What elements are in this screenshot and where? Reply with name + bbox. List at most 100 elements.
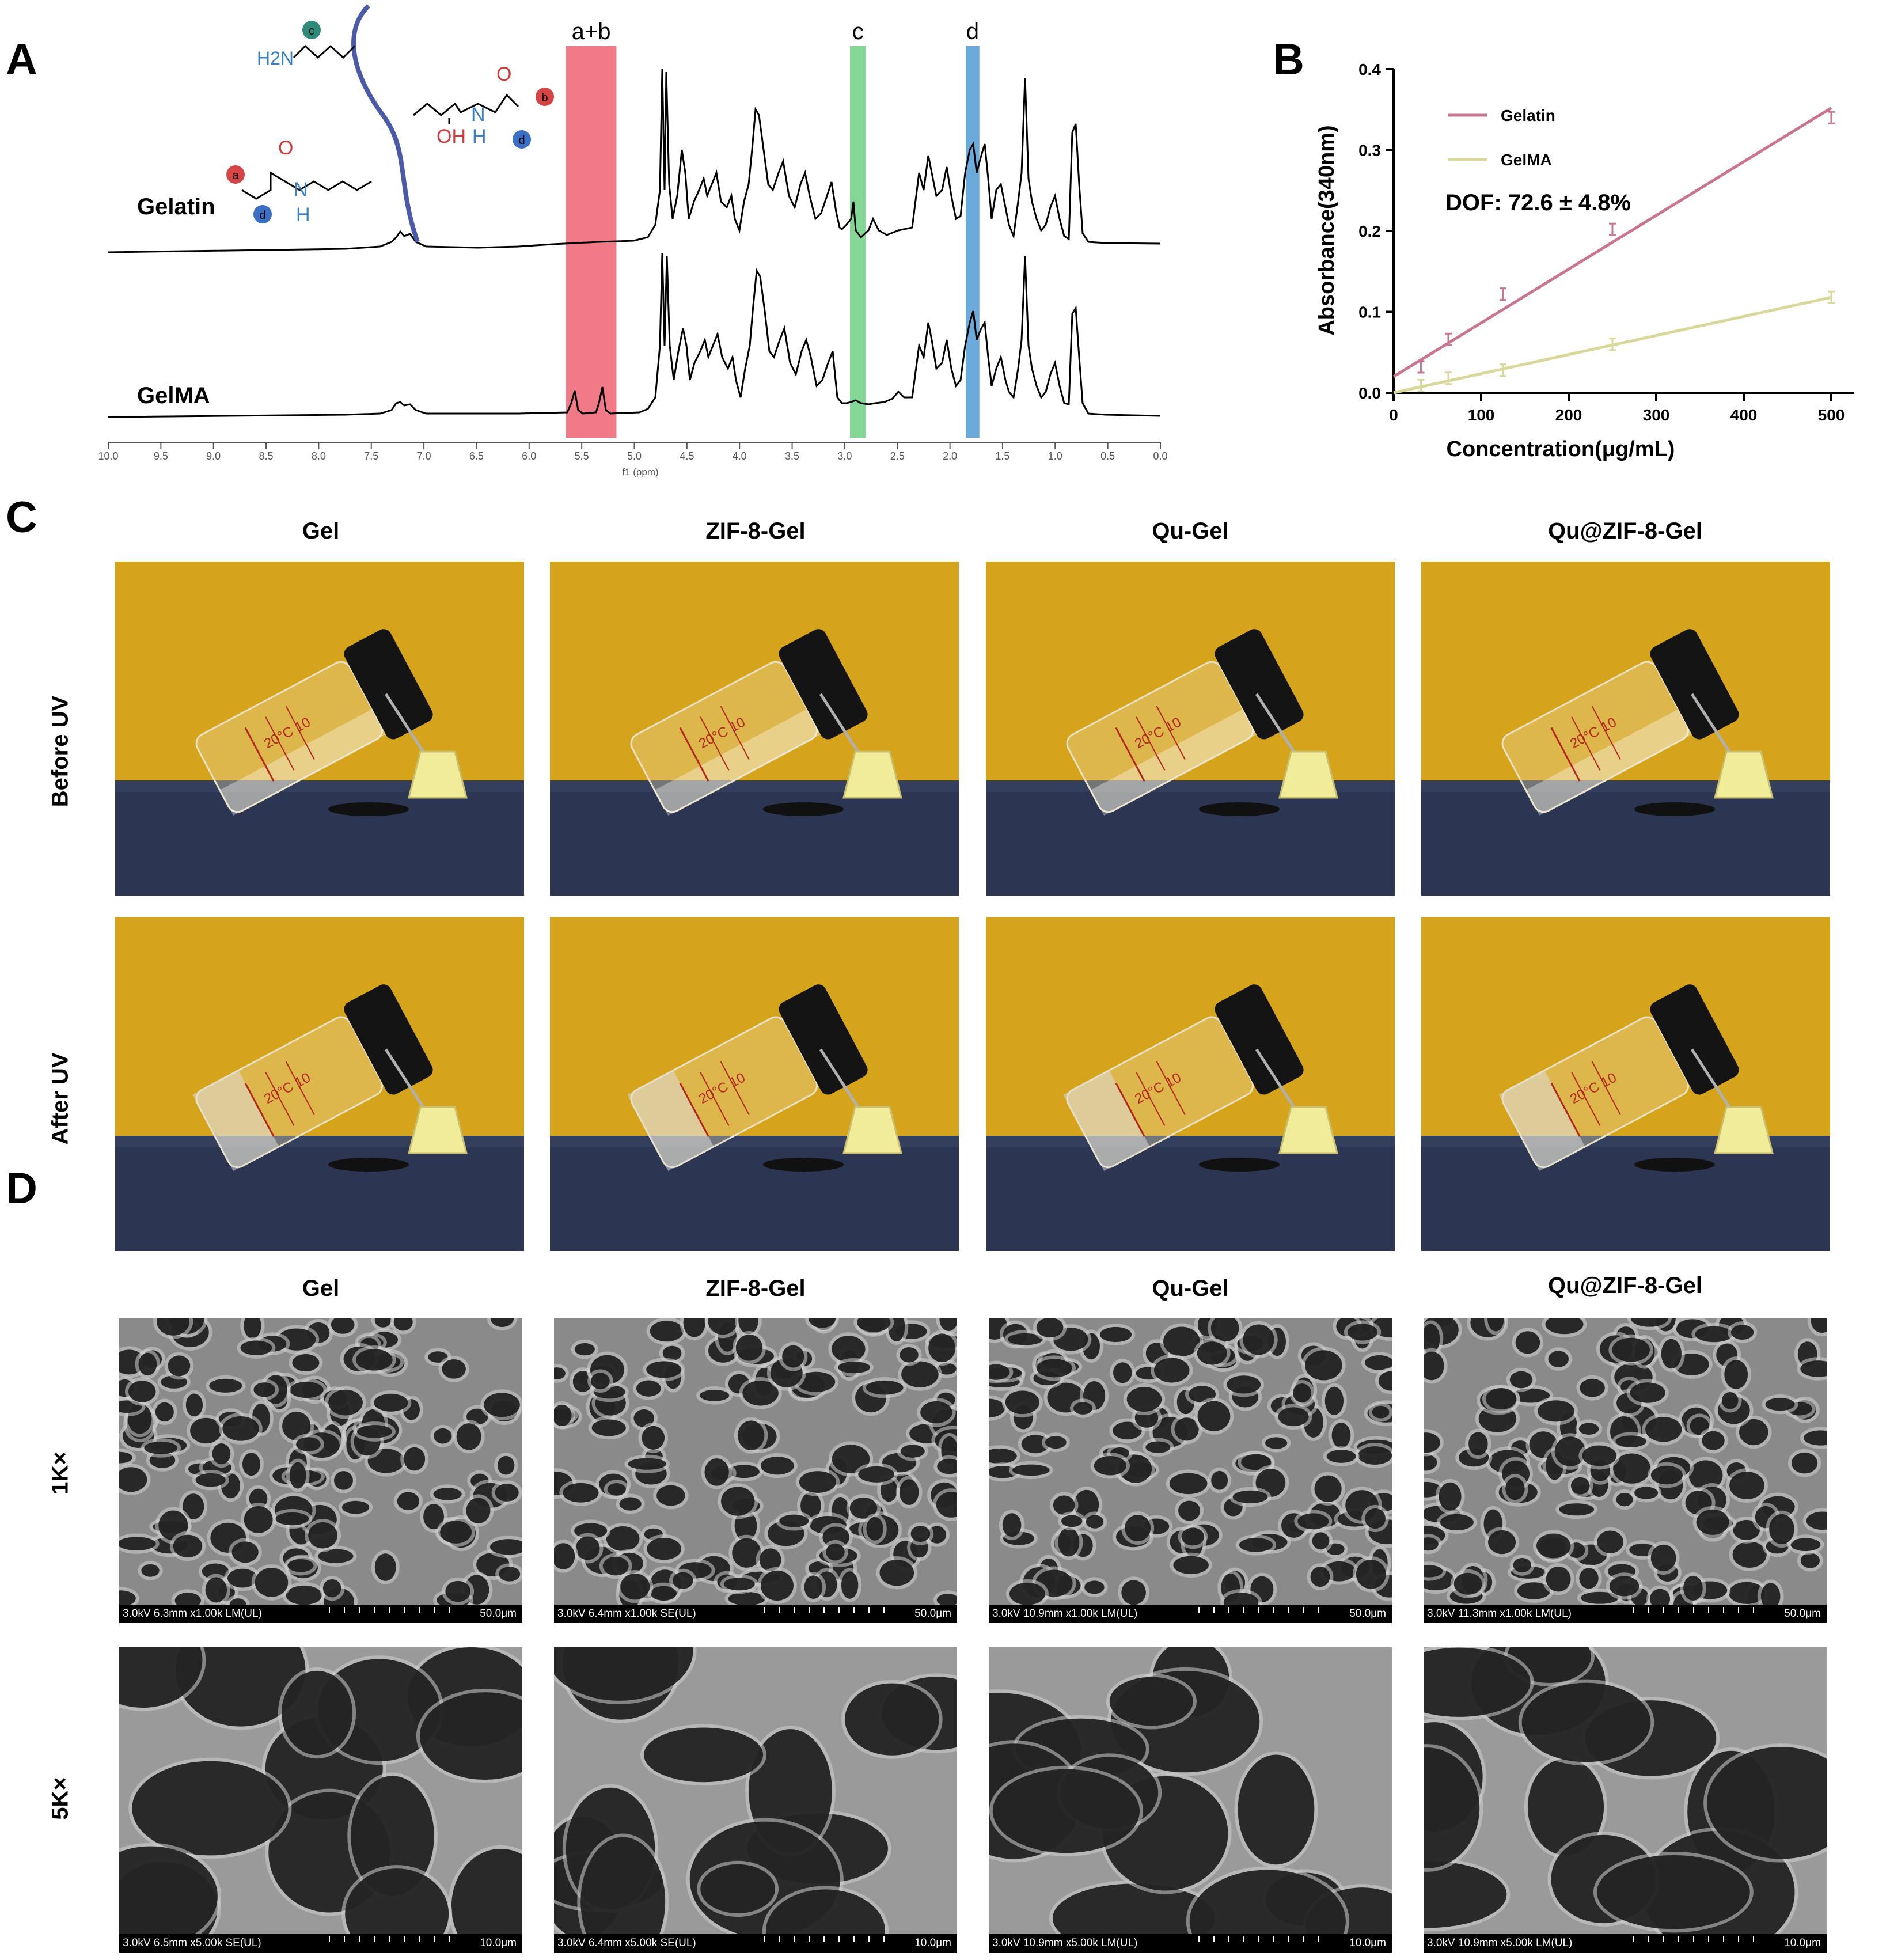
- sem-5k-image-0: 3.0kV 6.5mm x5.00k SE(UL) 10.0μm: [119, 1647, 522, 1953]
- sem-scale-label: 50.0μm: [480, 1608, 517, 1620]
- fit-line-0: [1392, 107, 1832, 378]
- before-uv-photo-0: 20°C 10: [115, 562, 524, 896]
- sem-settings-text: 3.0kV 10.9mm x5.00k LM(UL): [992, 1937, 1138, 1949]
- proton-b-label: b: [541, 92, 548, 104]
- dof-chart: 0.0 0.1 0.2 0.3 0.4 0 100 200 300 400 500 Gelatin …: [1315, 60, 1854, 461]
- data-point-0-0: [1417, 360, 1425, 374]
- proton-a-marker: [226, 165, 245, 184]
- dof-x-axis-label: Concentration(μg/mL): [1447, 437, 1675, 461]
- proton-d-label-left: d: [259, 209, 265, 222]
- c-col-title-qu-gel: Qu-Gel: [1152, 518, 1229, 544]
- sem-scale-ticks: [1198, 1936, 1329, 1942]
- sem-settings-text: 3.0kV 6.3mm x1.00k LM(UL): [123, 1608, 262, 1620]
- d-col-title-qu-gel: Qu-Gel: [1152, 1276, 1229, 1301]
- proton-c-marker: [302, 21, 321, 39]
- nmr-x-ticks: 10.0 9.5 9.0 8.5 8.0 7.5 7.0 6.5 6.0 5.5 5.0 4.5 4.0…: [98, 442, 1168, 462]
- proton-a-label: a: [232, 169, 239, 182]
- c-col-title-zif8-gel: ZIF-8-Gel: [705, 518, 806, 544]
- data-point-1-4: [1828, 290, 1835, 304]
- sem-1k-image-1: 3.0kV 6.4mm x1.00k SE(UL) 50.0μm: [554, 1318, 957, 1623]
- svg-text:O: O: [496, 63, 511, 85]
- nmr-band-1: [850, 46, 866, 438]
- data-point-0-1: [1445, 332, 1452, 346]
- nmr-x-tick-label: 7.5: [364, 450, 378, 462]
- nmr-x-tick-label: 3.0: [837, 450, 852, 462]
- sem-info-bar: 3.0kV 6.4mm x1.00k SE(UL) 50.0μm: [554, 1605, 957, 1623]
- dof-chart-legend: Gelatin GelMA: [1448, 107, 1555, 169]
- legend-label-gelatin: Gelatin: [1501, 107, 1555, 124]
- sem-scale-label: 50.0μm: [1349, 1608, 1386, 1620]
- nmr-x-tick-label: 0.5: [1100, 450, 1115, 462]
- nmr-x-tick-label: 8.5: [259, 450, 274, 462]
- d-row-label-5k: 5K×: [47, 1777, 73, 1820]
- nmr-x-tick-label: 6.0: [522, 450, 536, 462]
- sem-settings-text: 3.0kV 11.3mm x1.00k LM(UL): [1427, 1608, 1572, 1620]
- after-uv-photo-1: 20°C 10: [550, 917, 959, 1251]
- amide-h-right: H: [472, 126, 487, 147]
- sem-scale-label: 10.0μm: [1349, 1937, 1386, 1949]
- nmr-x-tick-label: 5.0: [627, 450, 642, 462]
- nmr-x-tick-label: 6.5: [469, 450, 484, 462]
- sem-settings-text: 3.0kV 10.9mm x5.00k LM(UL): [1427, 1937, 1573, 1949]
- dof-chart-points: [1417, 111, 1835, 392]
- nmr-band-labels: a+b c d: [572, 19, 979, 44]
- sem-info-bar: 3.0kV 10.9mm x5.00k LM(UL) 10.0μm: [1424, 1934, 1827, 1953]
- before-uv-photo-2: 20°C 10: [986, 562, 1395, 896]
- sem-settings-text: 3.0kV 6.4mm x1.00k SE(UL): [557, 1608, 696, 1620]
- proton-b-marker: [536, 88, 554, 106]
- sem-settings-text: 3.0kV 6.4mm x5.00k SE(UL): [557, 1937, 696, 1949]
- c-row-label-after-uv: After UV: [47, 1052, 73, 1145]
- data-point-0-4: [1828, 111, 1835, 124]
- nmr-x-tick-label: 10.0: [98, 450, 118, 462]
- sem-info-bar: 3.0kV 6.3mm x1.00k LM(UL) 50.0μm: [119, 1605, 522, 1623]
- dof-chart-axes: 0.0 0.1 0.2 0.3 0.4 0 100 200 300 400 500: [1358, 60, 1854, 424]
- data-point-0-2: [1500, 287, 1506, 301]
- nmr-x-tick-label: 1.0: [1048, 450, 1062, 462]
- d-col-title-qu-zif8-gel: Qu@ZIF-8-Gel: [1548, 1273, 1702, 1298]
- gelma-spectrum-line: [108, 253, 1161, 418]
- sem-scale-label: 10.0μm: [914, 1937, 951, 1949]
- dof-y-tick-label: 0.0: [1358, 384, 1381, 402]
- nmr-x-tick-label: 2.5: [890, 450, 905, 462]
- sem-1k-image-0: 3.0kV 6.3mm x1.00k LM(UL) 50.0μm: [119, 1318, 522, 1623]
- before-uv-photo-1: 20°C 10: [550, 562, 959, 896]
- proton-d-marker-right: [513, 130, 531, 149]
- legend-label-gelma: GelMA: [1501, 151, 1552, 169]
- panel-letter-b: B: [1273, 35, 1304, 84]
- sem-scale-ticks: [329, 1936, 459, 1942]
- nmr-x-tick-label: 9.0: [206, 450, 221, 462]
- sem-info-bar: 3.0kV 6.4mm x5.00k SE(UL) 10.0μm: [554, 1934, 957, 1953]
- nmr-x-tick-label: 2.0: [943, 450, 957, 462]
- gelatin-spectrum-line: [108, 69, 1161, 253]
- c-col-title-qu-zif8-gel: Qu@ZIF-8-Gel: [1548, 518, 1702, 544]
- nmr-spectra-figure: a+b c d 10.0 9.5 9.0 8.5 8.0 7.5 7.0 6.5 6.0 5.5 5.0…: [98, 4, 1168, 477]
- dof-x-tick-label: 400: [1730, 406, 1758, 424]
- after-uv-photo-3: 20°C 10: [1421, 917, 1830, 1251]
- protein-chain-line: [351, 4, 420, 243]
- dof-x-tick-label: 100: [1468, 406, 1495, 424]
- data-point-1-2: [1500, 363, 1506, 377]
- d-col-title-zif8-gel: ZIF-8-Gel: [705, 1276, 806, 1301]
- gelma-spectrum-label: GelMA: [137, 383, 210, 408]
- sem-1k-image-3: 3.0kV 11.3mm x1.00k LM(UL) 50.0μm: [1424, 1318, 1827, 1623]
- d-col-title-gel: Gel: [302, 1276, 340, 1301]
- dof-y-tick-label: 0.1: [1358, 304, 1381, 321]
- dof-x-tick-label: 200: [1555, 406, 1582, 424]
- after-uv-photo-0: 20°C 10: [115, 917, 524, 1251]
- sem-scale-label: 50.0μm: [914, 1608, 951, 1620]
- c-row-label-before-uv: Before UV: [47, 695, 73, 807]
- nmr-bands: [566, 46, 980, 438]
- data-point-1-3: [1609, 338, 1616, 351]
- nmr-x-tick-label: 4.5: [680, 450, 694, 462]
- hydroxyl-label: OH: [437, 126, 466, 147]
- nmr-x-tick-label: 4.0: [733, 450, 747, 462]
- panel-letter-c: C: [6, 493, 37, 542]
- data-point-0-3: [1609, 222, 1616, 236]
- sem-5k-image-1: 3.0kV 6.4mm x5.00k SE(UL) 10.0μm: [554, 1647, 957, 1953]
- sem-scale-label: 10.0μm: [480, 1937, 517, 1949]
- sem-scale-ticks: [1633, 1936, 1763, 1942]
- dof-x-tick-label: 500: [1818, 406, 1845, 424]
- gelatin-spectrum-label: Gelatin: [137, 194, 215, 219]
- data-point-1-0: [1417, 378, 1425, 392]
- sem-scale-label: 50.0μm: [1784, 1608, 1821, 1620]
